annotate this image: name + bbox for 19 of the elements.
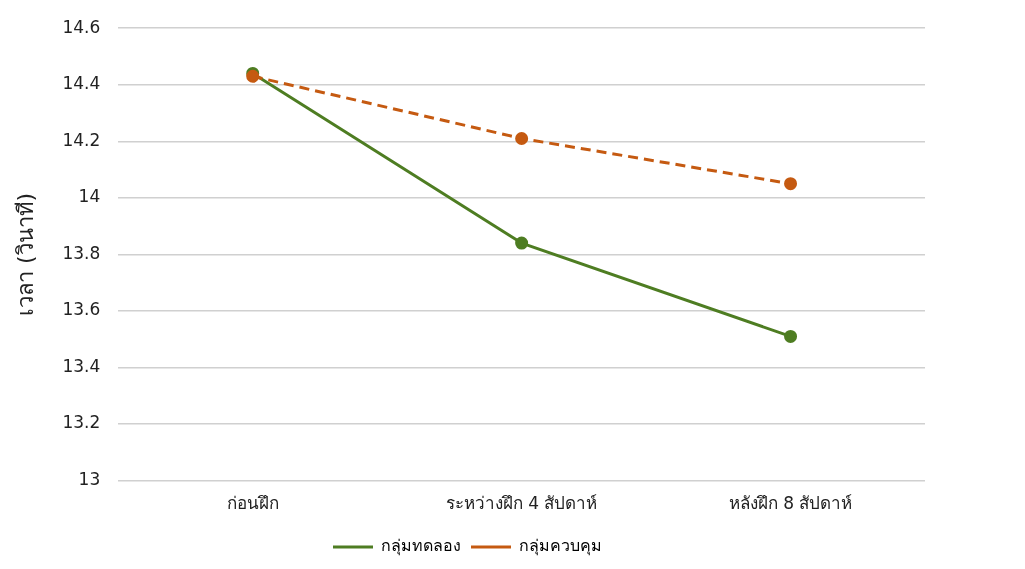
point [784,177,798,191]
y-tick-label: 13.8 [62,242,101,263]
y-tick-label: 14 [78,186,101,207]
y-tick-label: 13.2 [62,412,101,433]
y-tick-label: 13.6 [62,299,101,320]
point [515,131,529,145]
point [515,236,529,250]
x-tick-label: ก่อนฝึก [226,493,279,514]
legend-label: กลุ่มทดลอง [381,536,461,557]
x-tick-label: ระหว่างฝึก 4 สัปดาห์ [445,493,598,514]
y-tick-label: 14.4 [62,73,101,94]
y-tick-label: 14.2 [62,129,101,150]
x-tick-label: หลังฝึก 8 สัปดาห์ [728,493,853,514]
legend-label: กลุ่มควบคุม [519,536,602,557]
y-tick-label: 14.6 [62,16,101,37]
point [784,329,798,343]
y-tick-label: 13.4 [62,355,101,376]
y-axis-title: เวลา (วินาที) [12,192,38,316]
y-tick-label: 13 [78,469,101,490]
